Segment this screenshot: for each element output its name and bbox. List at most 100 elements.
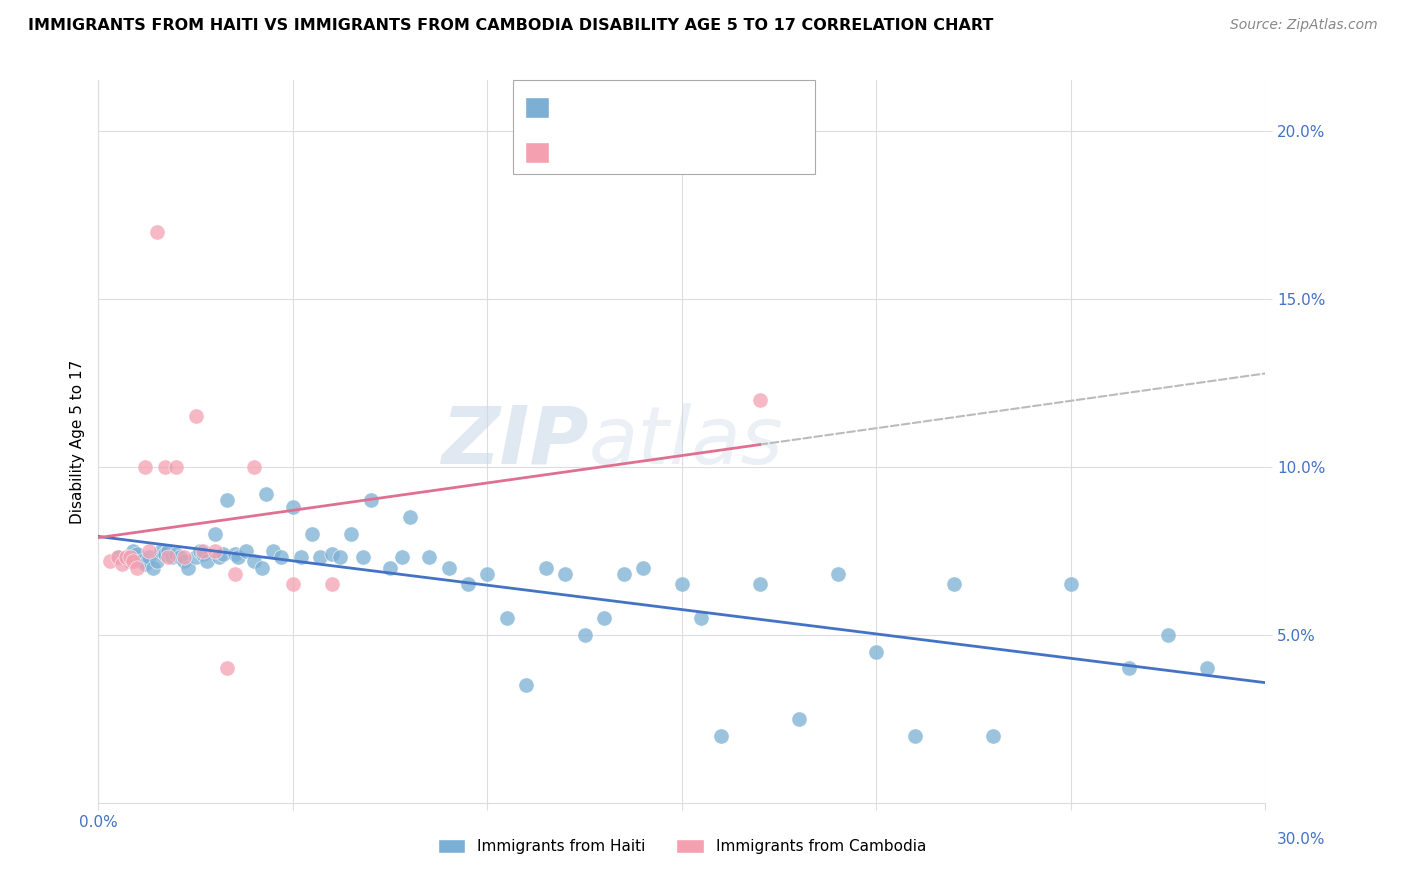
Point (114, 550, 136, 565)
Point (904, 729, 927, 743)
Point (457, 577, 479, 591)
Point (309, 550, 332, 565)
Point (748, 392, 770, 407)
Point (398, 510, 420, 524)
Point (215, 493, 238, 508)
Point (1118, 661, 1140, 675)
Text: 30.0%: 30.0% (1277, 831, 1326, 847)
Point (212, 547, 235, 561)
Point (165, 547, 187, 561)
Point (173, 550, 195, 565)
Point (515, 678, 537, 692)
Point (188, 543, 211, 558)
Point (107, 550, 129, 565)
Point (281, 577, 304, 591)
Point (1195, 661, 1218, 675)
Text: 71: 71 (725, 99, 747, 114)
Point (177, 560, 200, 574)
Point (204, 543, 226, 558)
Point (146, 225, 169, 239)
Point (243, 554, 266, 568)
Point (228, 550, 250, 565)
Point (195, 554, 218, 568)
Point (748, 577, 770, 591)
Point (270, 550, 292, 565)
Point (224, 567, 246, 582)
Point (1060, 577, 1083, 591)
Point (134, 459, 156, 474)
Text: -0.249: -0.249 (602, 99, 657, 114)
Point (671, 577, 693, 591)
Point (352, 550, 374, 565)
Point (153, 547, 176, 561)
Point (1157, 628, 1180, 642)
Point (142, 560, 165, 574)
Point (122, 554, 145, 568)
Text: atlas: atlas (589, 402, 783, 481)
Point (865, 644, 887, 658)
FancyBboxPatch shape (513, 80, 815, 174)
Point (118, 554, 141, 568)
Point (250, 560, 273, 574)
Point (224, 547, 246, 561)
Point (827, 567, 849, 582)
Text: N =: N = (682, 99, 716, 114)
Point (235, 543, 257, 558)
Point (690, 611, 713, 625)
Point (340, 527, 363, 541)
Point (391, 550, 413, 565)
Point (281, 500, 304, 514)
Point (98, 554, 121, 568)
Point (127, 560, 149, 574)
Point (138, 543, 160, 558)
Point (290, 550, 312, 565)
Point (301, 527, 323, 541)
Point (534, 560, 557, 574)
Point (208, 550, 231, 565)
Point (153, 459, 176, 474)
Point (262, 543, 284, 558)
Point (129, 554, 152, 568)
Point (107, 550, 129, 565)
Text: R =: R = (558, 138, 596, 153)
Point (162, 550, 184, 565)
Text: 0.340: 0.340 (602, 138, 651, 153)
Point (321, 547, 343, 561)
FancyBboxPatch shape (526, 142, 550, 162)
Point (184, 550, 207, 565)
Point (496, 611, 519, 625)
Point (134, 558, 156, 572)
Point (554, 567, 576, 582)
Point (329, 550, 352, 565)
Point (165, 459, 187, 474)
Point (380, 560, 402, 574)
Point (193, 547, 215, 561)
Point (981, 729, 1004, 743)
Point (710, 729, 733, 743)
Point (149, 543, 172, 558)
Point (418, 550, 440, 565)
Point (118, 550, 141, 565)
Point (157, 543, 180, 558)
Point (173, 554, 195, 568)
Point (122, 543, 145, 558)
Point (360, 493, 382, 508)
Point (943, 577, 966, 591)
Point (193, 543, 215, 558)
Point (146, 554, 169, 568)
Point (215, 661, 238, 675)
Point (157, 550, 180, 565)
Point (477, 567, 499, 582)
Point (127, 547, 149, 561)
Point (321, 577, 343, 591)
FancyBboxPatch shape (526, 97, 550, 118)
Point (437, 560, 460, 574)
Point (184, 409, 207, 424)
Point (169, 550, 191, 565)
Point (631, 560, 654, 574)
Legend: Immigrants from Haiti, Immigrants from Cambodia: Immigrants from Haiti, Immigrants from C… (432, 832, 932, 860)
Point (574, 628, 596, 642)
Point (204, 527, 226, 541)
Point (787, 712, 810, 726)
Text: Source: ZipAtlas.com: Source: ZipAtlas.com (1230, 18, 1378, 32)
